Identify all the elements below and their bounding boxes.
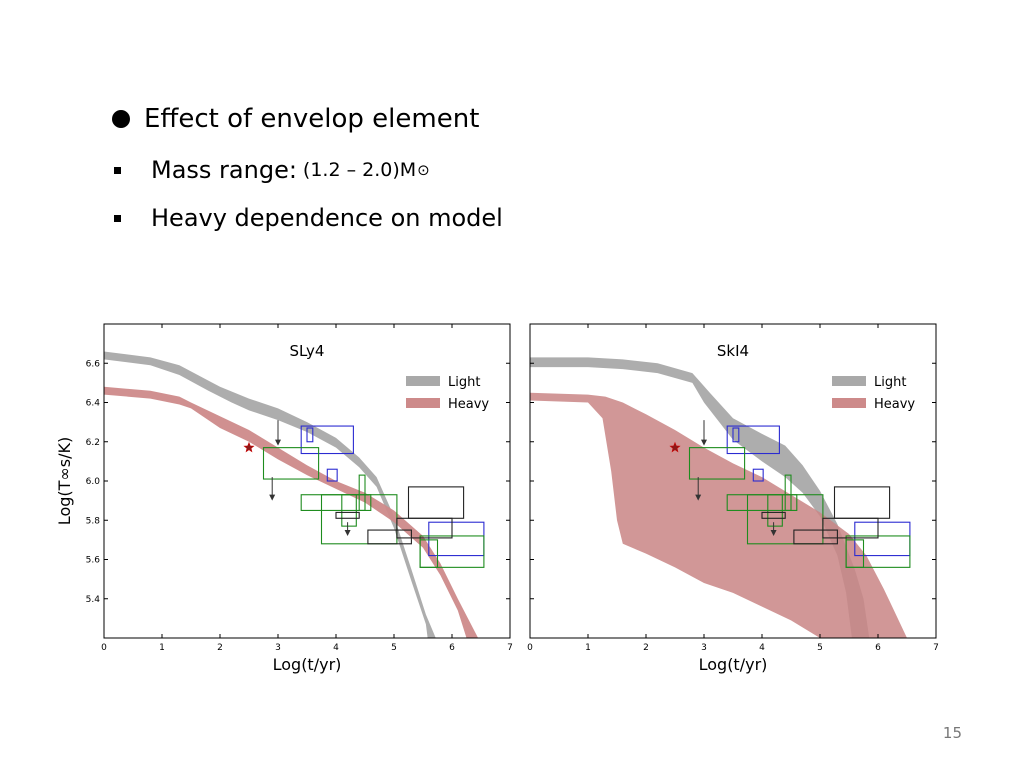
x-tick-label: 0	[527, 643, 533, 653]
sun-symbol-icon: ⊙	[417, 161, 430, 179]
x-tick-label: 7	[933, 643, 939, 653]
x-tick-label: 0	[101, 643, 107, 653]
x-tick-label: 1	[585, 643, 591, 653]
x-tick-label: 4	[333, 643, 339, 653]
observation-box	[854, 521, 911, 557]
x-tick-label: 4	[759, 643, 765, 653]
mass-range-value: (1.2 – 2.0)M	[302, 159, 417, 181]
arrow-head	[701, 439, 707, 446]
observation-box	[845, 535, 911, 568]
legend-swatch-light	[406, 376, 440, 386]
x-tick-label: 2	[217, 643, 223, 653]
observation-box	[326, 468, 338, 482]
x-tick-label: 2	[643, 643, 649, 653]
observation-box	[419, 539, 439, 568]
x-tick-label: 3	[701, 643, 707, 653]
observation-box	[358, 474, 366, 511]
legend-swatch-heavy	[832, 398, 866, 408]
bullet-text: Effect of envelop element	[144, 104, 480, 134]
x-tick-label: 7	[507, 643, 513, 653]
arrow-head	[770, 529, 777, 536]
bullet-text: Mass range:	[151, 156, 297, 184]
band-light	[104, 351, 436, 638]
observation-box	[746, 494, 824, 545]
observation-box	[335, 511, 360, 519]
observation-box	[428, 521, 485, 557]
chart-panel-1: 0 1 2 3 4 5 6 7 5.4 5.6 5.8 6.0 6.2 6.4 6.6 SLy4 Log(t/y…	[55, 323, 513, 674]
observation-box	[262, 447, 320, 480]
observation-box	[726, 494, 798, 511]
legend-swatch-light	[832, 376, 866, 386]
star-marker	[243, 441, 255, 453]
x-tick-label: 3	[275, 643, 281, 653]
plot-area	[530, 357, 911, 638]
observation-box	[784, 474, 792, 511]
band-heavy	[530, 392, 907, 638]
arrow-head	[695, 494, 702, 501]
legend-label: Light	[874, 375, 906, 390]
chart-panel-2: 0 1 2 3 4 5 6 7 SkI4 Log(t/yr) Light Heavy	[527, 323, 939, 674]
x-tick-label: 5	[391, 643, 397, 653]
y-tick-label: 5.6	[86, 556, 101, 566]
bullet-mass-range: Mass range: (1.2 – 2.0)M ⊙	[112, 156, 430, 184]
arrow-head	[275, 439, 281, 446]
chart-title: SLy4	[290, 342, 325, 360]
square-bullet-icon	[114, 166, 121, 174]
round-bullet-icon	[112, 110, 130, 128]
observation-box	[300, 425, 354, 455]
arrow-head	[269, 494, 276, 501]
observation-box	[793, 529, 838, 545]
x-tick-label: 6	[449, 643, 455, 653]
x-tick-label: 1	[159, 643, 165, 653]
legend-label: Heavy	[874, 397, 915, 412]
observation-box	[396, 517, 453, 539]
x-axis-label: Log(t/yr)	[699, 655, 768, 674]
plot-frame	[103, 323, 511, 639]
plot-area	[104, 351, 485, 638]
square-bullet-icon	[114, 214, 121, 222]
y-tick-label: 6.0	[86, 477, 101, 487]
observation-box	[822, 517, 879, 539]
y-tick-label: 5.4	[86, 595, 101, 605]
observation-box	[367, 529, 412, 545]
legend-label: Light	[448, 375, 480, 390]
page-number: 15	[942, 724, 962, 742]
legend-swatch-heavy	[406, 398, 440, 408]
observation-box	[845, 539, 865, 568]
y-axis-label: Log(T∞s/K)	[55, 437, 74, 525]
observation-box	[767, 494, 783, 527]
observation-box	[726, 425, 780, 455]
observation-box	[761, 511, 786, 519]
observation-box	[306, 427, 314, 443]
band-light	[530, 357, 870, 638]
observation-box	[320, 494, 398, 545]
observation-box	[752, 468, 764, 482]
chart-title: SkI4	[717, 342, 749, 360]
arrow-head	[344, 529, 351, 536]
y-tick-label: 6.6	[86, 359, 101, 369]
plot-frame	[529, 323, 937, 639]
bullet-effect-envelop: Effect of envelop element	[112, 104, 479, 134]
bullet-text: Heavy dependence on model	[151, 204, 503, 232]
y-tick-label: 6.4	[86, 399, 101, 409]
x-tick-label: 5	[817, 643, 823, 653]
observation-box	[688, 447, 746, 480]
bullet-model-dependence: Heavy dependence on model	[112, 204, 503, 232]
y-tick-label: 6.2	[86, 438, 100, 448]
observation-box	[833, 486, 891, 519]
y-tick-label: 5.8	[86, 516, 101, 526]
observation-box	[407, 486, 465, 519]
observation-box	[300, 494, 372, 511]
observation-box	[419, 535, 485, 568]
observation-box	[341, 494, 357, 527]
band-heavy	[104, 386, 479, 638]
observation-box	[732, 427, 740, 443]
star-marker	[669, 441, 681, 453]
x-axis-label: Log(t/yr)	[273, 655, 342, 674]
x-tick-label: 6	[875, 643, 881, 653]
legend-label: Heavy	[448, 397, 489, 412]
